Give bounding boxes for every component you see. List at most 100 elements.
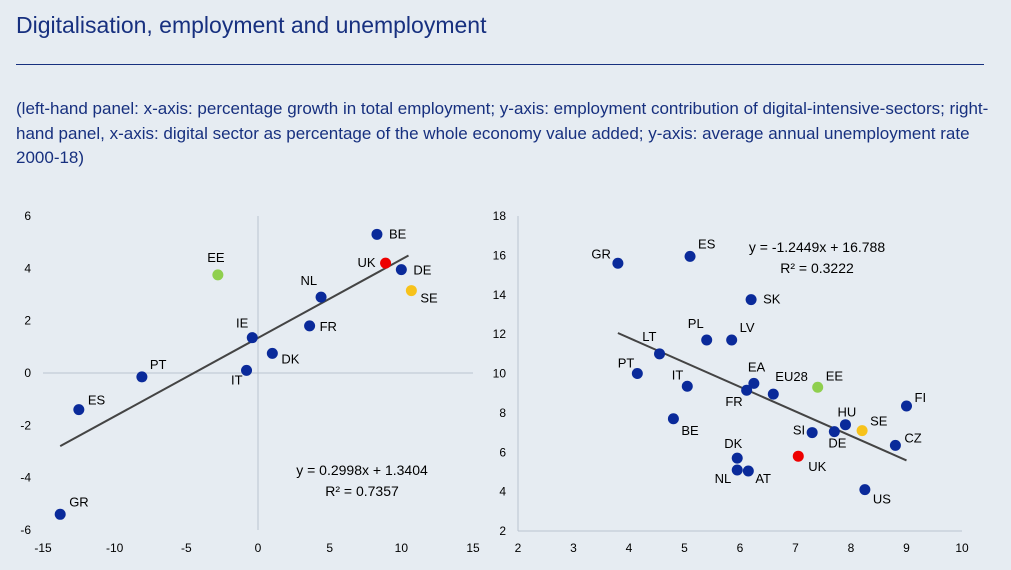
data-label: IE <box>236 316 249 331</box>
x-tick-label: 0 <box>255 541 262 555</box>
data-label: PL <box>688 316 704 331</box>
y-tick-label: 4 <box>499 485 506 499</box>
data-label: CZ <box>904 430 921 445</box>
data-point-it <box>681 380 693 392</box>
x-tick-label: -5 <box>181 541 192 555</box>
x-tick-label: 4 <box>626 541 633 555</box>
data-point-fi <box>901 400 912 412</box>
data-point-lt <box>654 348 666 360</box>
y-tick-label: 8 <box>499 406 506 420</box>
data-point-nl <box>731 464 743 476</box>
data-label: GR <box>591 246 611 261</box>
y-tick-label: 16 <box>493 248 507 262</box>
data-point-pl <box>701 334 713 346</box>
data-point-hu <box>839 419 851 431</box>
regression-equation: y = -1.2449x + 16.788 <box>749 239 885 255</box>
data-point-gr <box>54 508 66 520</box>
data-point-de <box>395 264 407 276</box>
data-point-gr <box>612 257 624 269</box>
x-tick-label: 5 <box>326 541 333 555</box>
data-label: LV <box>740 320 755 335</box>
x-tick-label: 15 <box>466 541 480 555</box>
x-tick-label: 3 <box>570 541 577 555</box>
data-point-es <box>684 250 696 262</box>
x-tick-label: 5 <box>681 541 688 555</box>
data-label: IT <box>672 367 684 382</box>
data-label: IT <box>231 372 243 387</box>
data-point-se <box>405 285 417 297</box>
y-tick-label: 2 <box>24 314 31 328</box>
x-tick-label: 9 <box>903 541 910 555</box>
page-title: Digitalisation, employment and unemploym… <box>16 12 487 38</box>
r-squared-label: R² = 0.3222 <box>780 260 854 276</box>
data-label: ES <box>698 236 716 251</box>
data-label: EE <box>826 368 844 383</box>
data-label: HU <box>837 405 856 420</box>
data-point-pt <box>631 368 643 379</box>
data-point-eu28 <box>767 388 779 400</box>
data-label: FR <box>725 394 742 409</box>
title-divider <box>16 64 984 65</box>
data-point-cz <box>889 439 901 451</box>
data-point-be <box>667 413 679 425</box>
data-label: NL <box>715 471 732 486</box>
x-tick-label: 10 <box>395 541 409 555</box>
data-point-ie <box>246 332 258 344</box>
y-tick-label: -6 <box>20 523 31 537</box>
data-label: PT <box>150 357 167 372</box>
data-point-si <box>806 427 818 439</box>
data-label: EU28 <box>775 369 808 384</box>
data-label: GR <box>69 494 89 509</box>
data-label: LT <box>642 329 656 344</box>
data-point-fr <box>304 320 316 332</box>
data-label: SK <box>763 292 781 307</box>
chart-subtitle: (left-hand panel: x-axis: percentage gro… <box>16 99 989 167</box>
x-tick-label: 2 <box>515 541 522 555</box>
data-label: AT <box>755 471 771 486</box>
regression-equation: y = 0.2998x + 1.3404 <box>296 462 428 478</box>
y-tick-label: 4 <box>24 261 31 275</box>
data-label: SE <box>870 414 888 429</box>
data-label: SI <box>793 423 805 438</box>
data-point-be <box>371 228 383 240</box>
trendline <box>617 332 907 462</box>
data-label: NL <box>300 273 317 288</box>
data-point-uk <box>380 257 392 269</box>
y-tick-label: -2 <box>20 418 31 432</box>
y-tick-label: 18 <box>493 209 507 223</box>
data-point-se <box>856 425 868 437</box>
data-label: FR <box>320 319 337 334</box>
y-tick-label: 0 <box>24 366 31 380</box>
data-point-at <box>742 465 754 477</box>
data-point-fr <box>741 384 753 396</box>
data-label: SE <box>420 291 438 306</box>
r-squared-label: R² = 0.7357 <box>325 483 399 499</box>
data-point-dk <box>731 452 743 464</box>
data-point-ea <box>748 377 760 389</box>
x-tick-label: 7 <box>792 541 799 555</box>
data-point-ee <box>812 381 824 393</box>
data-label: FI <box>915 390 927 405</box>
data-label: DE <box>413 263 431 278</box>
x-tick-label: 8 <box>848 541 855 555</box>
x-tick-label: 6 <box>737 541 744 555</box>
data-label: UK <box>808 459 826 474</box>
x-tick-label: -10 <box>106 541 124 555</box>
data-point-it <box>241 364 253 376</box>
y-tick-label: 12 <box>493 327 507 341</box>
data-label: EA <box>748 359 766 374</box>
y-tick-label: 6 <box>24 209 31 223</box>
data-point-es <box>73 404 85 416</box>
x-tick-label: -15 <box>34 541 52 555</box>
y-tick-label: 2 <box>499 524 506 538</box>
data-label: US <box>873 492 891 507</box>
data-point-ee <box>212 269 224 281</box>
chart-panel-2: 2 3 4 5 6 7 8 9 10 2 4 6 8 10 12 14 16 18 GR ES SK PL LV LT PT IT… <box>493 209 969 555</box>
data-point-dk <box>266 347 278 359</box>
data-label: BE <box>389 226 407 241</box>
trendline <box>59 254 409 448</box>
data-label: DE <box>828 436 846 451</box>
y-tick-label: 10 <box>493 367 507 381</box>
y-tick-label: -4 <box>20 471 31 485</box>
